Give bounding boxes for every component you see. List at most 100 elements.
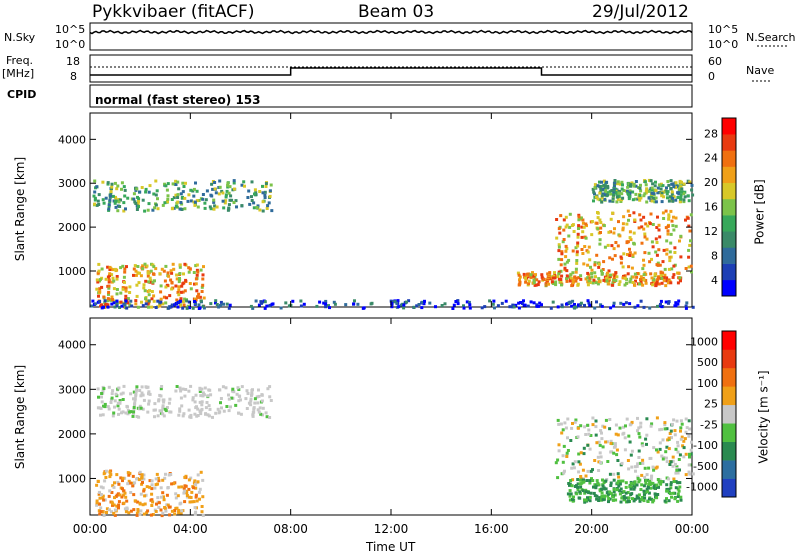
echo-cell [596, 211, 599, 214]
echo-cell [537, 280, 541, 284]
echo-cell [95, 278, 99, 282]
echo-cell [621, 276, 625, 280]
echo-cell [648, 260, 652, 264]
echo-cell [531, 271, 534, 275]
echo-cell [675, 468, 679, 472]
echo-cell [110, 295, 114, 299]
echo-cell [677, 299, 681, 303]
echo-cell [611, 257, 614, 261]
echo-cell [593, 183, 597, 187]
echo-cell [579, 424, 583, 428]
echo-cell [206, 394, 210, 398]
echo-cell [148, 479, 152, 483]
echo-cell [168, 294, 172, 298]
echo-cell [645, 187, 649, 191]
echo-cell [619, 487, 623, 491]
echo-cell [166, 182, 170, 186]
echo-cell [132, 410, 136, 414]
echo-cell [116, 404, 120, 408]
echo-cell [109, 194, 112, 198]
echo-cell [132, 508, 136, 512]
echo-cell [666, 225, 670, 228]
echo-cell [136, 509, 140, 513]
echo-cell [679, 279, 682, 283]
echo-cell [674, 486, 678, 490]
echo-cell [613, 273, 617, 277]
echo-cell [243, 184, 246, 188]
echo-cell [581, 218, 585, 222]
echo-cell [94, 302, 98, 306]
echo-cell [584, 433, 588, 436]
echo-cell [601, 484, 605, 488]
echo-cell [434, 305, 437, 309]
echo-cell [468, 303, 472, 307]
echo-cell [181, 300, 185, 304]
echo-cell [174, 204, 178, 208]
echo-cell [115, 277, 119, 281]
echo-cell [628, 280, 632, 284]
echo-cell [648, 457, 652, 460]
echo-cell [113, 405, 116, 409]
echo-cell [212, 198, 216, 202]
echo-cell [557, 449, 561, 453]
echo-cell [682, 198, 686, 202]
echo-cell [253, 397, 257, 401]
echo-cell [99, 413, 102, 417]
echo-cell [178, 502, 182, 506]
echo-cell [628, 214, 632, 217]
echo-cell [462, 304, 465, 308]
echo-cell [632, 182, 636, 186]
echo-cell [165, 283, 169, 287]
echo-cell [685, 426, 689, 430]
echo-cell [583, 303, 586, 307]
colorbar-tick-label: 8 [711, 249, 718, 262]
echo-cell [97, 262, 101, 266]
echo-cell [614, 271, 618, 275]
echo-cell [690, 188, 694, 192]
echo-cell [621, 479, 625, 483]
echo-cell [597, 469, 601, 472]
echo-cell [227, 409, 231, 413]
echo-cell [619, 301, 623, 305]
echo-cell [600, 269, 603, 273]
echo-cell [588, 499, 592, 503]
echo-cell [638, 499, 642, 503]
echo-cell [209, 193, 213, 197]
echo-cell [196, 205, 200, 209]
echo-cell [113, 181, 117, 185]
echo-cell [239, 412, 243, 416]
echo-cell [560, 283, 563, 287]
echo-cell [508, 305, 512, 309]
echo-cell [667, 499, 671, 503]
echo-cell [212, 200, 216, 204]
echo-cell [605, 491, 609, 495]
noise-tick-high-left: 10^5 [55, 23, 86, 36]
echo-cell [633, 272, 637, 276]
y-tick-label: 3000 [58, 383, 86, 396]
echo-cell [597, 265, 601, 269]
echo-cell [226, 185, 230, 189]
echo-cell [657, 183, 661, 187]
echo-cell [612, 231, 616, 235]
echo-cell [105, 507, 109, 511]
echo-cell [560, 274, 564, 278]
echo-cell [91, 299, 95, 303]
echo-cell [177, 511, 181, 515]
echo-cell [100, 285, 104, 289]
echo-cell [103, 405, 107, 409]
echo-cell [232, 390, 236, 394]
echo-cell [137, 478, 141, 482]
echo-cell [397, 305, 401, 309]
echo-cell [516, 271, 520, 275]
echo-cell [118, 399, 122, 402]
echo-cell [577, 218, 581, 222]
echo-cell [665, 445, 669, 449]
echo-cell [176, 305, 180, 309]
echo-cell [193, 479, 197, 483]
echo-cell [564, 255, 568, 259]
echo-cell [687, 248, 691, 252]
echo-cell [101, 198, 105, 202]
echo-cell [333, 302, 337, 306]
echo-cell [147, 392, 150, 396]
